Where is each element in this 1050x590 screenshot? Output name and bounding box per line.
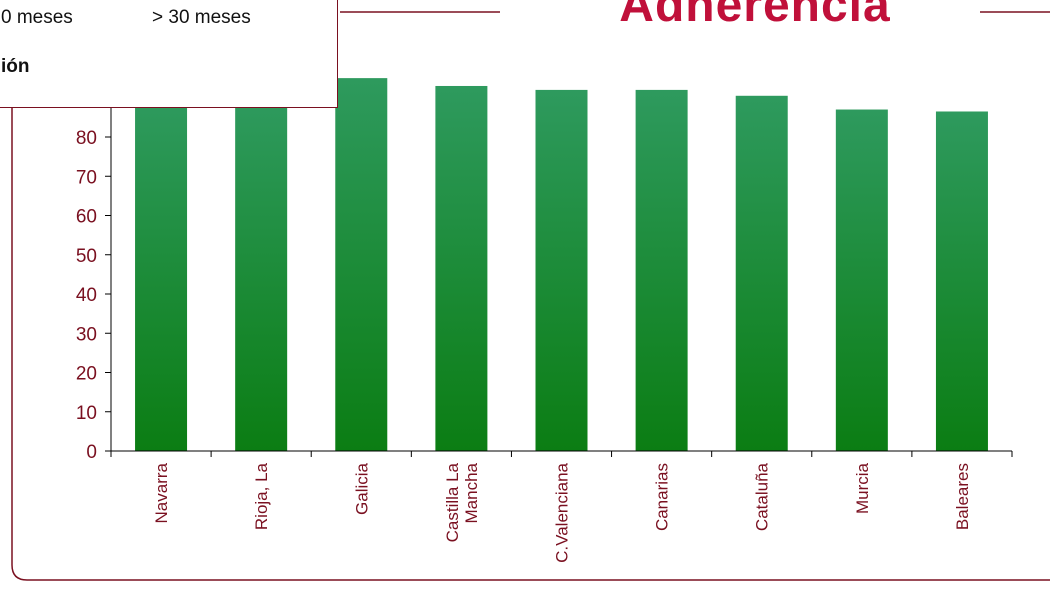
bar-1: [135, 101, 188, 452]
y-tick-label: 0: [86, 442, 97, 463]
y-tick-label: 70: [76, 167, 97, 188]
x-tick-label-line: Rioja, La: [252, 462, 271, 530]
y-tick-label: 50: [76, 246, 97, 267]
chart-title: Adherencia: [619, 0, 891, 32]
y-tick-label: 60: [76, 207, 97, 228]
bar-8: [835, 109, 888, 452]
x-tick-label-line: Murcia: [853, 462, 872, 514]
slide-frame: [11, 11, 1050, 581]
x-tick-label-line: Navarra: [152, 462, 171, 523]
x-tick-label-line: Canarias: [653, 463, 672, 531]
x-tick-label: Castilla LaMancha: [443, 462, 481, 542]
bar-9: [935, 111, 988, 452]
x-tick-label: C.Valenciana: [553, 462, 572, 562]
x-tick-label: Galicia: [352, 462, 371, 515]
x-tick-label: Navarra: [152, 462, 171, 523]
x-tick-label-line: Baleares: [953, 463, 972, 530]
bar-4: [435, 85, 488, 451]
bar-5: [535, 89, 588, 452]
legend: 0 meses > 30 meses ión: [0, 0, 338, 108]
bar-2: [235, 101, 288, 452]
x-tick-label: Murcia: [853, 462, 872, 514]
x-tick-label-line: Castilla La: [443, 462, 462, 542]
bar-6: [635, 89, 688, 452]
y-tick-label: 30: [76, 324, 97, 345]
y-tick-label: 80: [76, 128, 97, 149]
legend-label-1: 0 meses: [1, 7, 73, 28]
y-tick-label: 10: [76, 403, 97, 424]
bar-7: [735, 95, 788, 451]
x-tick-label-line: Cataluña: [753, 462, 772, 531]
x-tick-label-line: C.Valenciana: [553, 462, 572, 562]
x-tick-label-line: Galicia: [352, 462, 371, 515]
x-tick-label: Rioja, La: [252, 462, 271, 530]
legend-label-2: > 30 meses: [152, 7, 251, 28]
y-tick-label: 20: [76, 364, 97, 385]
y-tick-label: 40: [76, 285, 97, 306]
x-tick-label: Baleares: [953, 463, 972, 530]
bar-3: [335, 78, 388, 451]
plot-area: 0 10 20 30 40 50 60 70 80 Navarra Rioja, La Galicia…: [76, 58, 1013, 563]
x-tick-label-line: Mancha: [462, 462, 481, 523]
x-tick-label: Canarias: [653, 463, 672, 531]
legend-heading: ión: [1, 56, 30, 77]
x-tick-label: Cataluña: [753, 462, 772, 531]
